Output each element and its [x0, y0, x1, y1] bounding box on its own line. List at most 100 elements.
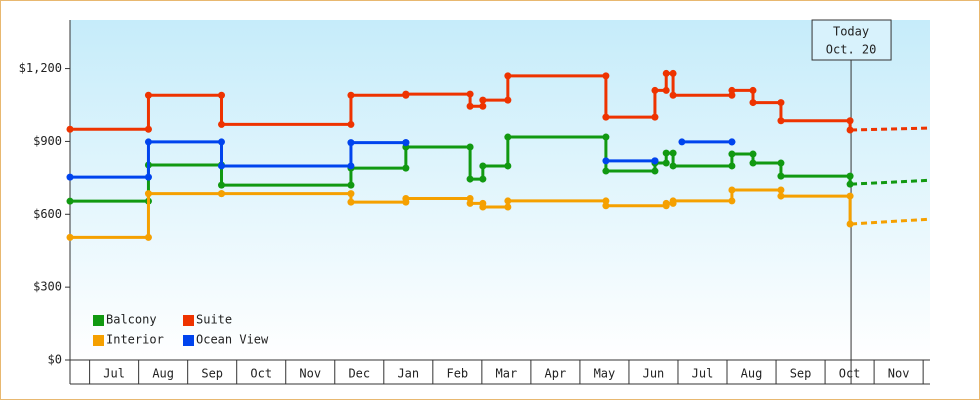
series-point — [662, 69, 670, 77]
series-point — [669, 91, 677, 99]
series-point — [777, 99, 785, 107]
series-point — [651, 167, 659, 175]
series-point — [479, 203, 487, 211]
series-point — [846, 192, 854, 200]
series-point — [602, 202, 610, 210]
series-point — [602, 72, 610, 80]
series-point — [777, 172, 785, 180]
series-point — [504, 133, 512, 141]
y-tick-label: $0 — [48, 353, 62, 367]
series-point — [846, 172, 854, 180]
series-point — [678, 138, 686, 146]
series-point — [479, 96, 487, 104]
legend-swatch — [93, 335, 104, 346]
y-tick-label: $300 — [33, 280, 62, 294]
today-label: Oct. 20 — [826, 43, 877, 57]
legend-label: Balcony — [106, 313, 157, 327]
x-tick-label: Oct — [839, 367, 861, 381]
series-point — [651, 113, 659, 121]
series-point — [144, 125, 152, 133]
series-point — [777, 117, 785, 125]
x-tick-label: Mar — [496, 367, 518, 381]
series-point — [479, 162, 487, 170]
series-point — [728, 186, 736, 194]
series-point — [347, 190, 355, 198]
series-point — [402, 90, 410, 98]
x-tick-label: Aug — [152, 367, 174, 381]
series-point — [347, 139, 355, 147]
series-point — [504, 203, 512, 211]
series-point — [662, 159, 670, 167]
series-point — [602, 197, 610, 205]
series-point — [777, 192, 785, 200]
series-point — [66, 173, 74, 181]
series-point — [651, 86, 659, 94]
today-box — [811, 19, 892, 61]
series-point — [466, 175, 474, 183]
series-point — [466, 199, 474, 207]
series-point — [749, 159, 757, 167]
series-point — [728, 162, 736, 170]
x-tick-label: Sep — [790, 367, 812, 381]
y-tick-label: $900 — [33, 134, 62, 148]
series-point — [466, 195, 474, 202]
x-tick-label: Aug — [741, 367, 763, 381]
x-tick-label: Dec — [348, 367, 370, 381]
series-point — [846, 126, 854, 134]
x-tick-label: Nov — [299, 367, 321, 381]
series-point — [749, 99, 757, 107]
series-point — [402, 195, 410, 202]
series-point — [602, 167, 610, 175]
x-tick-label: Jan — [397, 367, 419, 381]
series-point — [669, 162, 677, 170]
series-point — [662, 149, 670, 157]
series-point — [662, 86, 670, 94]
series-point — [728, 86, 736, 94]
series-point — [218, 138, 226, 146]
series-point — [728, 138, 736, 146]
legend-swatch — [93, 315, 104, 326]
y-tick-label: $1,200 — [19, 61, 62, 75]
series-step — [350, 93, 408, 97]
series-point — [66, 197, 74, 205]
series-point — [144, 190, 152, 198]
x-tick-label: May — [594, 367, 616, 381]
series-point — [669, 69, 677, 77]
series-point — [479, 102, 487, 110]
x-tick-label: Jul — [692, 367, 714, 381]
legend-swatch — [183, 335, 194, 346]
series-point — [749, 150, 757, 158]
series-point — [846, 117, 854, 125]
legend-label: Ocean View — [196, 333, 269, 347]
series-point — [218, 91, 226, 99]
series-point — [66, 125, 74, 133]
series-point — [669, 197, 677, 205]
series-point — [466, 143, 474, 151]
series-point — [651, 157, 659, 165]
series-point — [669, 149, 677, 157]
series-point — [402, 139, 410, 147]
series-point — [144, 173, 152, 181]
x-tick-label: Feb — [446, 367, 468, 381]
forecast-line — [850, 217, 931, 226]
series-point — [218, 190, 226, 198]
x-tick-label: Nov — [888, 367, 910, 381]
series-point — [218, 162, 226, 170]
series-point — [347, 198, 355, 206]
series-point — [504, 197, 512, 205]
series-point — [602, 133, 610, 141]
series-point — [66, 233, 74, 241]
series-point — [728, 91, 736, 99]
series-point — [749, 86, 757, 94]
forecast-line — [850, 178, 931, 186]
series-point — [466, 102, 474, 110]
series-point — [846, 220, 854, 228]
x-tick-label: Sep — [201, 367, 223, 381]
series-point — [347, 181, 355, 189]
series-point — [402, 164, 410, 172]
legend-label: Interior — [106, 333, 164, 347]
series-point — [144, 138, 152, 146]
series-point — [466, 90, 474, 98]
x-tick-label: Jul — [103, 367, 125, 381]
